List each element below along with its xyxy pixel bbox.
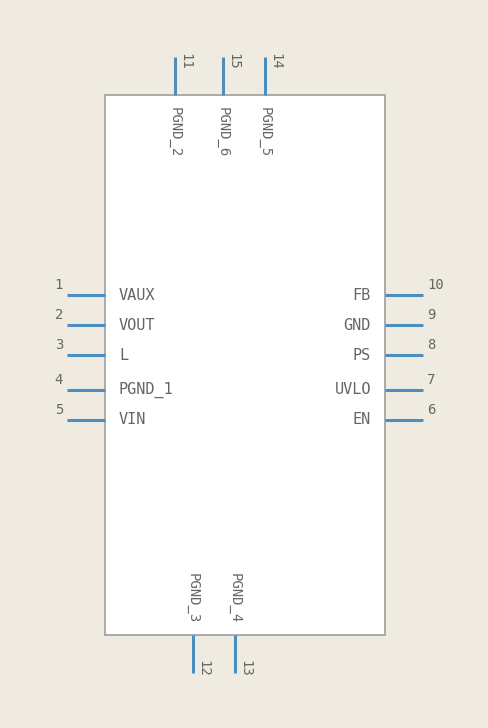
Text: 8: 8 <box>427 338 435 352</box>
Text: PGND_3: PGND_3 <box>186 573 200 623</box>
Text: VAUX: VAUX <box>119 288 156 303</box>
Text: GND: GND <box>344 317 371 333</box>
Text: PS: PS <box>353 347 371 363</box>
Bar <box>105 95 385 635</box>
Text: PGND_6: PGND_6 <box>216 107 230 157</box>
Text: 4: 4 <box>55 373 63 387</box>
Text: 11: 11 <box>178 53 192 70</box>
Text: EN: EN <box>353 413 371 427</box>
Text: PGND_2: PGND_2 <box>168 107 182 157</box>
Text: FB: FB <box>353 288 371 303</box>
Text: 7: 7 <box>427 373 435 387</box>
Text: 14: 14 <box>268 53 282 70</box>
Text: VIN: VIN <box>119 413 146 427</box>
Text: L: L <box>119 347 128 363</box>
Text: 15: 15 <box>226 53 240 70</box>
Text: 10: 10 <box>427 278 444 292</box>
Text: VOUT: VOUT <box>119 317 156 333</box>
Text: 2: 2 <box>55 308 63 322</box>
Text: 3: 3 <box>55 338 63 352</box>
Text: 13: 13 <box>238 660 252 677</box>
Text: 6: 6 <box>427 403 435 417</box>
Text: 1: 1 <box>55 278 63 292</box>
Text: PGND_5: PGND_5 <box>258 107 272 157</box>
Text: 12: 12 <box>196 660 210 677</box>
Text: 9: 9 <box>427 308 435 322</box>
Text: 5: 5 <box>55 403 63 417</box>
Text: PGND_4: PGND_4 <box>228 573 242 623</box>
Text: PGND_1: PGND_1 <box>119 382 174 398</box>
Text: UVLO: UVLO <box>334 382 371 397</box>
